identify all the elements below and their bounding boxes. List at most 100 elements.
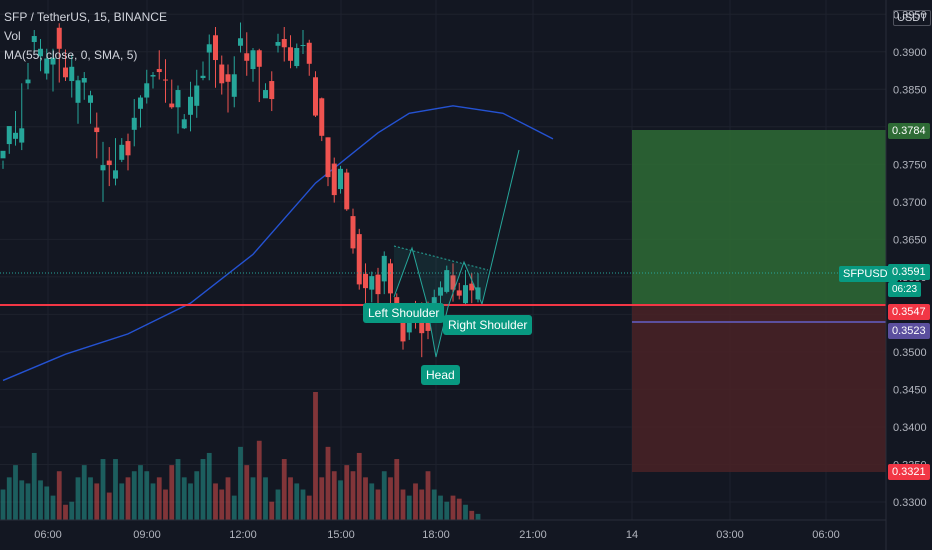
candle-body[interactable]: [69, 66, 75, 82]
candle-body[interactable]: [156, 69, 162, 73]
candle-body[interactable]: [200, 75, 206, 79]
candle-body[interactable]: [381, 255, 387, 282]
candle-body[interactable]: [313, 77, 318, 116]
candle-body[interactable]: [150, 75, 156, 77]
candle-body[interactable]: [100, 165, 106, 171]
candle-body[interactable]: [113, 170, 118, 179]
candle-body[interactable]: [469, 283, 475, 291]
volume-bar: [363, 477, 368, 520]
candle-body[interactable]: [75, 80, 81, 103]
time-tick-label: 15:00: [327, 529, 355, 541]
candle-body[interactable]: [125, 141, 131, 156]
candle-body[interactable]: [350, 216, 356, 249]
candle-body[interactable]: [325, 137, 331, 178]
candle-body[interactable]: [419, 314, 425, 334]
candle-body[interactable]: [306, 42, 312, 64]
volume-bar: [100, 459, 106, 520]
candle-body[interactable]: [444, 270, 450, 292]
target-price-tag: 0.3784: [888, 123, 930, 139]
loss-zone[interactable]: [632, 305, 886, 472]
candle-body[interactable]: [31, 36, 37, 43]
candle-body[interactable]: [275, 42, 281, 46]
candle-body[interactable]: [88, 95, 93, 103]
volume-bar: [56, 471, 62, 520]
candle-body[interactable]: [94, 127, 100, 133]
candle-body[interactable]: [338, 168, 343, 190]
candle-body[interactable]: [144, 83, 150, 98]
candle-body[interactable]: [263, 90, 268, 99]
projection-line[interactable]: [481, 149, 520, 305]
candle-body[interactable]: [131, 117, 137, 130]
candle-body[interactable]: [344, 172, 350, 210]
candle-body[interactable]: [281, 39, 287, 48]
candle-body[interactable]: [388, 263, 393, 294]
candle-body[interactable]: [256, 50, 262, 67]
candle-body[interactable]: [175, 90, 181, 108]
candle-body[interactable]: [213, 35, 218, 61]
candle-body[interactable]: [6, 126, 12, 145]
candle-body[interactable]: [219, 64, 225, 84]
candle-body[interactable]: [363, 273, 368, 289]
moving-average-line[interactable]: [2, 105, 554, 382]
candle-body[interactable]: [38, 48, 43, 57]
volume-bar: [263, 477, 268, 520]
candle-body[interactable]: [400, 312, 406, 342]
candle-body[interactable]: [450, 275, 456, 290]
candle-body[interactable]: [375, 274, 381, 295]
candle-body[interactable]: [463, 285, 468, 304]
candle-body[interactable]: [475, 287, 481, 300]
left-shoulder-label[interactable]: Left Shoulder: [363, 303, 445, 323]
candle-body[interactable]: [231, 74, 237, 97]
volume-label[interactable]: Vol: [4, 29, 21, 43]
candle-body[interactable]: [250, 50, 256, 70]
candle-body[interactable]: [56, 27, 62, 49]
pattern-outline[interactable]: [393, 246, 483, 358]
candle-body[interactable]: [406, 322, 412, 333]
head-shoulders-pattern[interactable]: [394, 246, 488, 357]
candle-body[interactable]: [225, 74, 231, 82]
right-shoulder-label[interactable]: Right Shoulder: [443, 315, 533, 335]
volume-bar: [169, 465, 175, 520]
candle-body[interactable]: [288, 47, 293, 61]
candle-body[interactable]: [238, 38, 243, 46]
pattern-neckline[interactable]: [393, 245, 489, 271]
candle-body[interactable]: [438, 287, 443, 296]
candle-body[interactable]: [0, 150, 6, 159]
candle-body[interactable]: [300, 45, 306, 47]
candle-body[interactable]: [44, 58, 50, 74]
candle-body[interactable]: [269, 81, 275, 100]
candle-body[interactable]: [188, 96, 193, 115]
candle-body[interactable]: [181, 119, 187, 129]
candle-body[interactable]: [319, 98, 325, 136]
candle-body[interactable]: [81, 78, 87, 83]
candle-body[interactable]: [294, 48, 300, 67]
price-tick-label: 0.3850: [893, 84, 927, 96]
candle-body[interactable]: [50, 57, 56, 65]
candle-body[interactable]: [244, 53, 250, 61]
candle-body[interactable]: [13, 132, 18, 139]
candle-body[interactable]: [63, 67, 68, 78]
candle-body[interactable]: [331, 163, 337, 196]
candle-body[interactable]: [356, 234, 362, 285]
candle-body[interactable]: [106, 160, 112, 166]
candle-body[interactable]: [206, 44, 212, 53]
candle-body[interactable]: [425, 322, 431, 331]
currency-label[interactable]: USDT: [893, 10, 931, 26]
candle-body[interactable]: [119, 144, 125, 160]
candle-body[interactable]: [138, 97, 143, 109]
volume-bar: [381, 471, 387, 520]
candle-body[interactable]: [194, 85, 200, 106]
volume-bar: [6, 477, 12, 520]
head-label[interactable]: Head: [421, 365, 460, 385]
candle-body[interactable]: [19, 128, 25, 143]
time-axis[interactable]: 06:00 09:00 12:00 15:00 18:00 21:00 14 03:00 06:…: [0, 519, 886, 541]
candle-body[interactable]: [25, 79, 31, 84]
symbol-title[interactable]: SFP / TetherUS, 15, BINANCE: [4, 10, 167, 24]
candle-body[interactable]: [169, 103, 175, 108]
candle-body[interactable]: [456, 290, 462, 296]
candle-body[interactable]: [369, 276, 375, 290]
ma-label[interactable]: MA(55, close, 0, SMA, 5): [4, 48, 138, 62]
candle-body[interactable]: [163, 79, 168, 81]
